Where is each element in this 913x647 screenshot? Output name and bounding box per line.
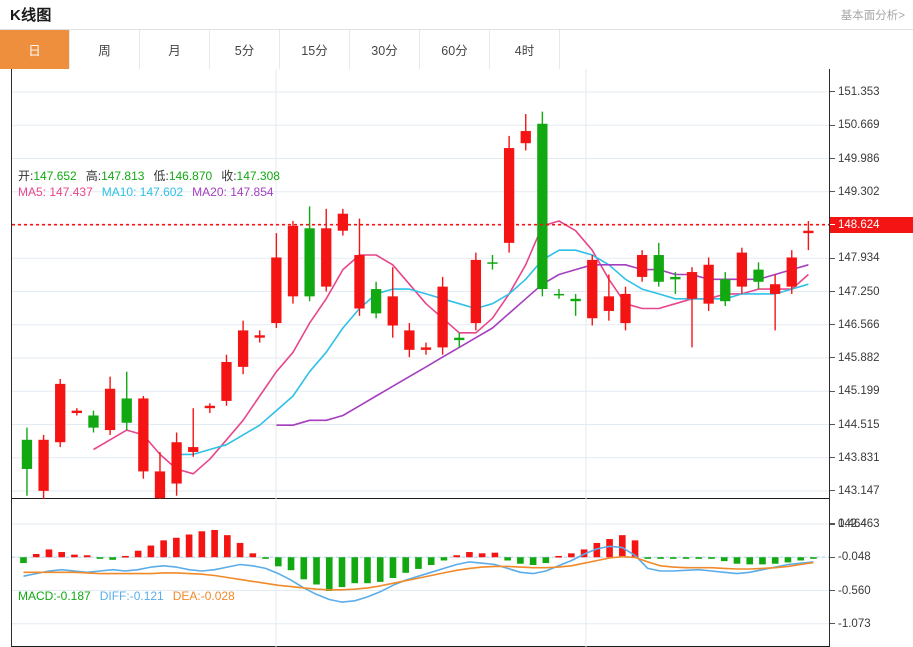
dea-value: -0.028	[200, 589, 235, 603]
ohlc-info: 开:147.652 高:147.813 低:146.870 收:147.308	[18, 167, 280, 184]
price-plot-area[interactable]	[11, 69, 830, 499]
high-value: 147.813	[101, 169, 145, 183]
price-panel[interactable]: 151.353 150.669 149.986 149.302 148.624 147.9…	[0, 69, 913, 530]
macd-label: MACD:	[18, 589, 57, 603]
tab-day[interactable]: 日	[0, 30, 70, 69]
dea-label: DEA:	[172, 589, 201, 603]
tabs-filler	[560, 30, 913, 69]
low-label: 低:	[153, 169, 169, 183]
macd-svg	[12, 499, 830, 647]
price-axis-tick: 145.199	[830, 385, 880, 397]
ma5-label: MA5:	[18, 185, 47, 199]
macd-info: MACD:-0.187 DIFF:-0.121 DEA:-0.028	[18, 589, 235, 603]
ma20-label: MA20:	[192, 185, 227, 199]
timeframe-tabs: 日 周 月 5分 15分 30分 60分 4时	[0, 30, 913, 69]
macd-axis-tick: -0.048	[830, 551, 871, 563]
tab-month[interactable]: 月	[140, 30, 210, 69]
tab-week[interactable]: 周	[70, 30, 140, 69]
low-value: 146.870	[168, 169, 213, 183]
price-axis-tick: 151.353	[830, 86, 880, 98]
price-axis-tick: 143.147	[830, 485, 880, 497]
price-axis-tick: 144.515	[830, 419, 880, 431]
header-divider	[0, 29, 913, 30]
price-axis-tick: 147.250	[830, 286, 880, 298]
ma5-value: 147.437	[49, 185, 93, 199]
candlestick-svg	[12, 69, 830, 499]
price-axis-current-badge: 148.624	[830, 217, 913, 233]
macd-axis: 0.464 -0.048 -0.560 -1.073	[829, 499, 913, 647]
tab-15min[interactable]: 15分	[280, 30, 350, 69]
price-axis-tick: 145.882	[830, 352, 880, 364]
ma10-value: 147.602	[139, 185, 184, 199]
open-label: 开:	[18, 169, 34, 183]
macd-axis-tick: -0.560	[830, 585, 871, 597]
tab-60min[interactable]: 60分	[420, 30, 490, 69]
tab-5min[interactable]: 5分	[210, 30, 280, 69]
macd-plot-area[interactable]	[11, 499, 830, 647]
tab-30min[interactable]: 30分	[350, 30, 420, 69]
ma20-value: 147.854	[230, 185, 274, 199]
fundamental-analysis-link[interactable]: 基本面分析>	[840, 9, 905, 22]
close-label: 收:	[221, 169, 237, 183]
high-label: 高:	[85, 169, 102, 183]
price-axis-tick: 149.302	[830, 186, 880, 198]
macd-axis-tick: 0.464	[830, 518, 867, 530]
close-value: 147.308	[236, 169, 280, 183]
macd-panel[interactable]: 0.464 -0.048 -0.560 -1.073	[0, 499, 913, 647]
open-value: 147.652	[33, 169, 77, 183]
page-header: K线图 基本面分析>	[0, 0, 913, 29]
macd-value: -0.187	[56, 589, 91, 603]
diff-label: DIFF:	[99, 589, 130, 603]
moving-average-info: MA5: 147.437 MA10: 147.602 MA20: 147.854	[18, 185, 274, 199]
diff-value: -0.121	[129, 589, 164, 603]
price-axis-tick: 146.566	[830, 319, 880, 331]
tab-4hour[interactable]: 4时	[490, 30, 560, 69]
price-axis-tick: 149.986	[830, 153, 880, 165]
price-axis-tick: 143.831	[830, 452, 880, 464]
chart-container: 开:147.652 高:147.813 低:146.870 收:147.308 MA5…	[0, 69, 913, 647]
macd-axis-tick: -1.073	[830, 618, 871, 630]
price-axis-tick: 150.669	[830, 119, 880, 131]
page-title: K线图	[10, 7, 52, 24]
price-axis: 151.353 150.669 149.986 149.302 148.624 147.9…	[829, 69, 913, 530]
price-axis-tick: 147.934	[830, 252, 880, 264]
ma10-label: MA10:	[101, 185, 137, 199]
